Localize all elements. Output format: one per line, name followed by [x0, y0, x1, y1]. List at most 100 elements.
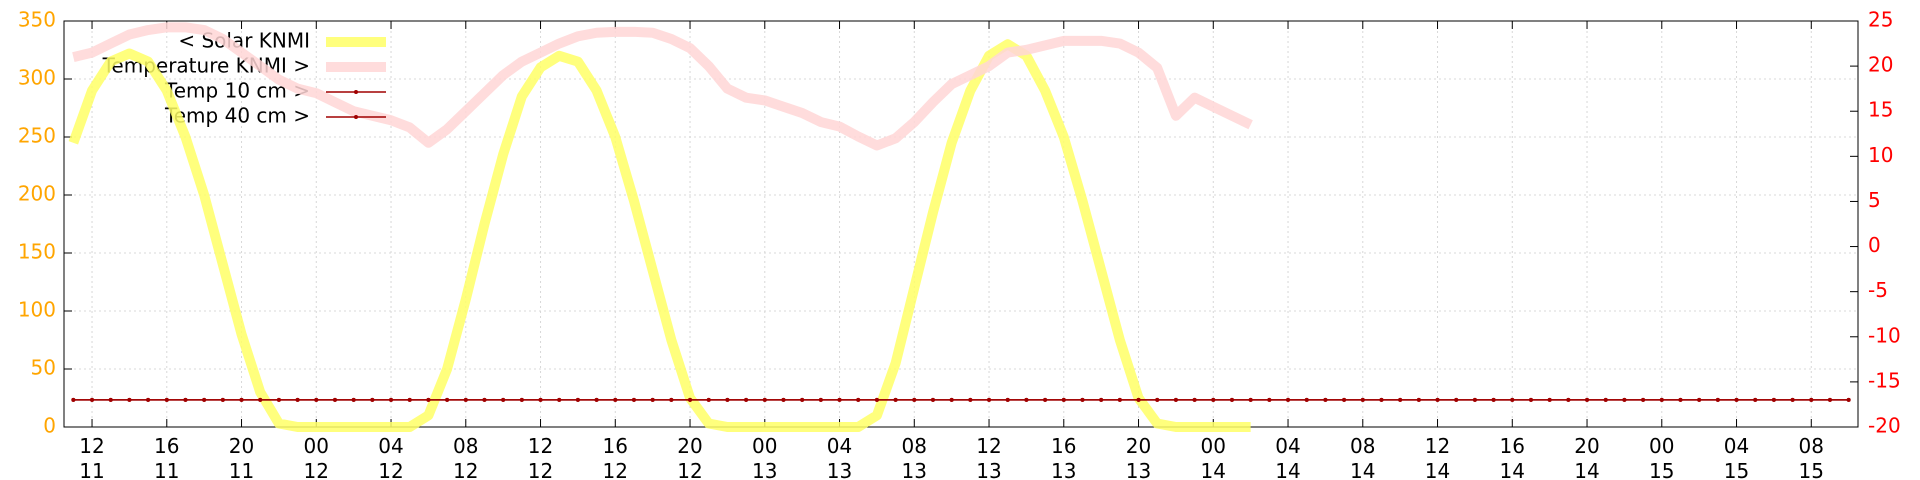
point-marker: [1248, 397, 1253, 402]
point-marker: [332, 397, 337, 402]
y-tick-label: 350: [18, 8, 56, 32]
point-marker: [1641, 397, 1646, 402]
x-tick-label: 20 11: [228, 434, 255, 480]
point-marker: [1099, 397, 1104, 402]
y2-tick-label: -5: [1868, 278, 1888, 302]
x-tick-label: 12 13: [976, 434, 1002, 480]
x-tick-label: 00 12: [303, 434, 329, 480]
point-marker: [445, 397, 450, 402]
point-marker: [557, 397, 562, 402]
point-marker: [1435, 397, 1440, 402]
point-marker: [669, 397, 674, 402]
series-line: [68, 39, 1251, 432]
point-marker: [1267, 397, 1272, 402]
x-tick-label: 16 12: [602, 434, 628, 480]
point-marker: [1771, 397, 1776, 402]
x-tick-label: 12 12: [527, 434, 554, 480]
point-marker: [594, 397, 599, 402]
x-tick-label: 04 14: [1275, 434, 1301, 480]
point-marker: [90, 397, 95, 402]
point-marker: [1715, 397, 1720, 402]
point-marker: [987, 397, 992, 402]
point-marker: [1229, 397, 1234, 402]
point-marker: [912, 397, 917, 402]
point-marker: [1024, 397, 1029, 402]
point-marker: [314, 397, 319, 402]
point-marker: [407, 397, 412, 402]
point-marker: [1416, 397, 1421, 402]
point-marker: [146, 397, 151, 402]
point-marker: [258, 397, 263, 402]
point-marker: [1734, 397, 1739, 402]
point-marker: [837, 397, 842, 402]
point-marker: [1043, 397, 1048, 402]
point-marker: [426, 397, 431, 402]
x-tick-label: 20 12: [677, 434, 703, 480]
y2-tick-label: -15: [1868, 368, 1901, 392]
point-marker: [1379, 397, 1384, 402]
y-tick-label: 150: [18, 240, 56, 264]
y2-tick-label: -10: [1868, 323, 1901, 347]
x-tick-label: 16 14: [1499, 434, 1525, 480]
y2-tick-label: 25: [1868, 8, 1893, 32]
legend-marker: [354, 90, 358, 94]
point-marker: [519, 397, 524, 402]
point-marker: [1566, 397, 1571, 402]
point-marker: [1360, 397, 1365, 402]
x-tick-label: 16 13: [1051, 434, 1077, 480]
point-marker: [1753, 397, 1758, 402]
x-tick-label: 08 15: [1798, 434, 1824, 480]
point-marker: [108, 397, 113, 402]
point-marker: [856, 397, 861, 402]
legend-marker: [354, 115, 358, 119]
point-marker: [351, 397, 356, 402]
x-tick-label: 08 13: [901, 434, 927, 480]
point-marker: [1342, 397, 1347, 402]
x-tick-label: 00 13: [752, 434, 778, 480]
point-marker: [818, 397, 823, 402]
point-marker: [1173, 397, 1178, 402]
y-tick-label: 250: [18, 124, 56, 148]
point-marker: [1622, 397, 1627, 402]
point-marker: [688, 397, 693, 402]
point-marker: [762, 397, 767, 402]
x-tick-label: 08 12: [453, 434, 479, 480]
point-marker: [1491, 397, 1496, 402]
y-tick-label: 300: [18, 66, 56, 90]
y-tick-label: 200: [18, 182, 56, 206]
y2-tick-label: 20: [1868, 53, 1893, 77]
point-marker: [968, 397, 973, 402]
point-marker: [1528, 397, 1533, 402]
point-marker: [1547, 397, 1552, 402]
point-marker: [220, 397, 225, 402]
y2-tick-label: 15: [1868, 98, 1893, 122]
y2-tick-label: 5: [1868, 188, 1881, 212]
point-marker: [183, 397, 188, 402]
x-tick-label: 12 11: [79, 434, 105, 480]
point-marker: [1827, 397, 1832, 402]
point-marker: [71, 397, 76, 402]
point-marker: [127, 397, 132, 402]
x-tick-label: 20 14: [1574, 434, 1600, 480]
point-marker: [1659, 397, 1664, 402]
y2-tick-label: 0: [1868, 233, 1881, 257]
x-tick-label: 00 15: [1649, 434, 1675, 480]
point-marker: [706, 397, 711, 402]
point-marker: [874, 397, 879, 402]
y-tick-label: 100: [18, 298, 56, 322]
y2-tick-label: 10: [1868, 143, 1893, 167]
plot-frame: [63, 20, 1859, 428]
point-marker: [463, 397, 468, 402]
legend-label: Temp 40 cm >: [164, 104, 310, 128]
point-marker: [1211, 397, 1216, 402]
point-marker: [613, 397, 618, 402]
point-marker: [800, 397, 805, 402]
point-marker: [1155, 397, 1160, 402]
point-marker: [1454, 397, 1459, 402]
point-marker: [744, 397, 749, 402]
point-marker: [1286, 397, 1291, 402]
point-marker: [1585, 397, 1590, 402]
point-marker: [482, 397, 487, 402]
point-marker: [1697, 397, 1702, 402]
